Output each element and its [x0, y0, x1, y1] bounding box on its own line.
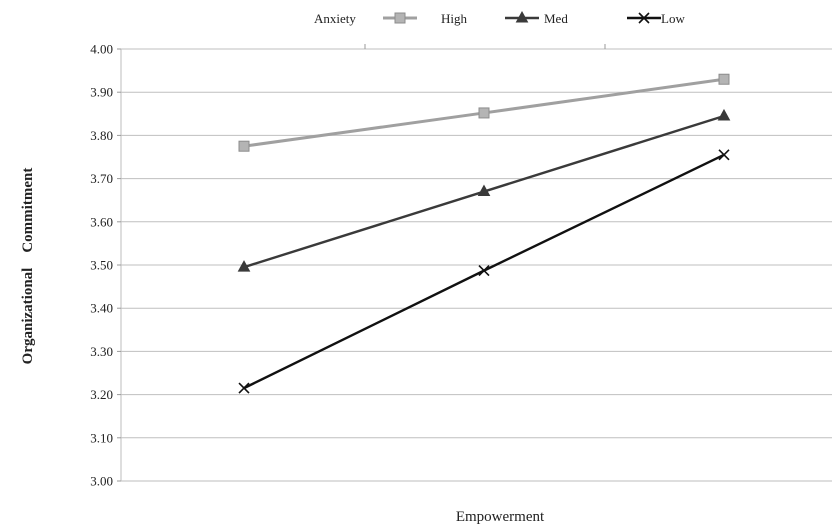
data-point-x [638, 12, 650, 24]
legend-label-high: High [441, 11, 468, 26]
y-axis-title: Organizational Commitment [20, 168, 36, 365]
y-tick-label: 3.40 [90, 301, 113, 316]
y-axis: 3.00 3.10 3.20 3.30 3.40 3.50 3.60 3.70 3.80 3.90… [90, 42, 113, 489]
data-point-triangle [237, 260, 251, 272]
y-tick-label: 3.20 [90, 387, 113, 402]
data-point-triangle [477, 184, 491, 197]
y-tick-label: 3.30 [90, 344, 113, 359]
y-tick-label: 3.00 [90, 474, 113, 489]
y-tick-label: 3.50 [90, 258, 113, 273]
data-point-triangle [717, 108, 731, 121]
x-axis-title: Empowerment [456, 509, 545, 525]
legend-label-low: Low [661, 11, 685, 26]
legend-label-med: Med [544, 11, 568, 26]
y-tick-label: 3.90 [90, 85, 113, 100]
y-tick-label: 4.00 [90, 42, 113, 57]
data-point-x [478, 265, 490, 277]
data-point-square [238, 140, 250, 152]
y-tick-label: 3.10 [90, 430, 113, 445]
plot-area [237, 73, 731, 394]
gridlines [117, 48, 832, 482]
legend-title: Anxiety [314, 11, 356, 26]
y-tick-label: 3.80 [90, 128, 113, 143]
y-tick-label: 3.60 [90, 214, 113, 229]
data-point-triangle [515, 10, 529, 23]
data-point-x [238, 382, 250, 394]
data-point-x [718, 149, 730, 161]
legend: Anxiety High Med Low [314, 10, 685, 49]
data-point-square [394, 12, 406, 24]
data-point-square [718, 73, 730, 85]
y-tick-label: 3.70 [90, 171, 113, 186]
data-point-square [478, 107, 490, 119]
